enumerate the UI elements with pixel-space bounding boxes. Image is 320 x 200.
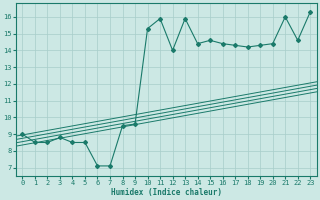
X-axis label: Humidex (Indice chaleur): Humidex (Indice chaleur) [111,188,222,197]
